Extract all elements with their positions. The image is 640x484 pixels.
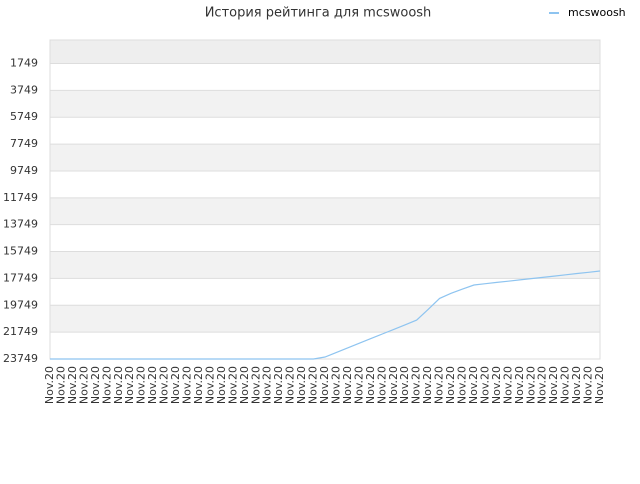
x-tick-label: Nov.20 [215,366,228,404]
y-tick-label: 5749 [10,110,38,123]
x-tick-label: Nov.20 [249,366,262,404]
y-tick-label: 17749 [3,271,38,284]
x-tick-label: Nov.20 [54,366,67,404]
x-tick-label: Nov.20 [329,366,342,404]
x-tick-label: Nov.20 [77,366,90,404]
band [50,224,600,252]
x-tick-label: Nov.20 [490,366,503,404]
y-tick-label: 7749 [10,137,38,150]
band [50,40,600,64]
band [50,63,600,91]
y-tick-label: 21749 [3,325,38,338]
y-tick-label: 3749 [10,83,38,96]
band [50,305,600,333]
band [50,117,600,145]
x-tick-label: Nov.20 [433,366,446,404]
legend-label: mcswoosh [568,6,626,19]
x-tick-label: Nov.20 [295,366,308,404]
x-tick-label: Nov.20 [158,366,171,404]
y-tick-label: 15749 [3,245,38,258]
y-tick-label: 1749 [10,56,38,69]
x-tick-label: Nov.20 [66,366,79,404]
y-tick-label: 9749 [10,164,38,177]
x-tick-label: Nov.20 [43,366,56,404]
x-tick-label: Nov.20 [112,366,125,404]
x-tick-label: Nov.20 [559,366,572,404]
x-tick-label: Nov.20 [444,366,457,404]
x-tick-label: Nov.20 [410,366,423,404]
x-tick-label: Nov.20 [398,366,411,404]
x-tick-label: Nov.20 [169,366,182,404]
x-tick-label: Nov.20 [181,366,194,404]
x-tick-label: Nov.20 [226,366,239,404]
x-tick-label: Nov.20 [478,366,491,404]
x-tick-label: Nov.20 [513,366,526,404]
x-tick-label: Nov.20 [387,366,400,404]
x-tick-label: Nov.20 [341,366,354,404]
band [50,278,600,306]
band [50,332,600,359]
chart-title: История рейтинга для mcswoosh [205,6,432,21]
x-tick-label: Nov.20 [123,366,136,404]
x-tick-label: Nov.20 [318,366,331,404]
band [50,144,600,171]
x-tick-label: Nov.20 [203,366,216,404]
x-tick-label: Nov.20 [375,366,388,404]
x-tick-label: Nov.20 [364,366,377,404]
x-tick-label: Nov.20 [89,366,102,404]
x-tick-label: Nov.20 [467,366,480,404]
x-tick-label: Nov.20 [593,366,606,404]
y-tick-label: 11749 [3,191,38,204]
x-tick-label: Nov.20 [307,366,320,404]
band [50,251,600,279]
x-tick-label: Nov.20 [456,366,469,404]
x-tick-label: Nov.20 [272,366,285,404]
y-tick-label: 23749 [3,352,38,365]
x-tick-label: Nov.20 [536,366,549,404]
band [50,197,600,225]
x-tick-label: Nov.20 [284,366,297,404]
x-tick-label: Nov.20 [135,366,148,404]
x-tick-label: Nov.20 [582,366,595,404]
x-tick-label: Nov.20 [501,366,514,404]
band [50,170,600,198]
y-tick-label: 19749 [3,298,38,311]
line [50,270,601,360]
x-tick-label: Nov.20 [238,366,251,404]
x-tick-label: Nov.20 [547,366,560,404]
x-tick-label: Nov.20 [421,366,434,404]
x-tick-label: Nov.20 [352,366,365,404]
x-tick-label: Nov.20 [146,366,159,404]
band [50,90,600,118]
y-tick-label: 13749 [3,218,38,231]
x-tick-label: Nov.20 [524,366,537,404]
x-tick-label: Nov.20 [570,366,583,404]
x-tick-label: Nov.20 [261,366,274,404]
x-tick-label: Nov.20 [100,366,113,404]
x-tick-label: Nov.20 [192,366,205,404]
